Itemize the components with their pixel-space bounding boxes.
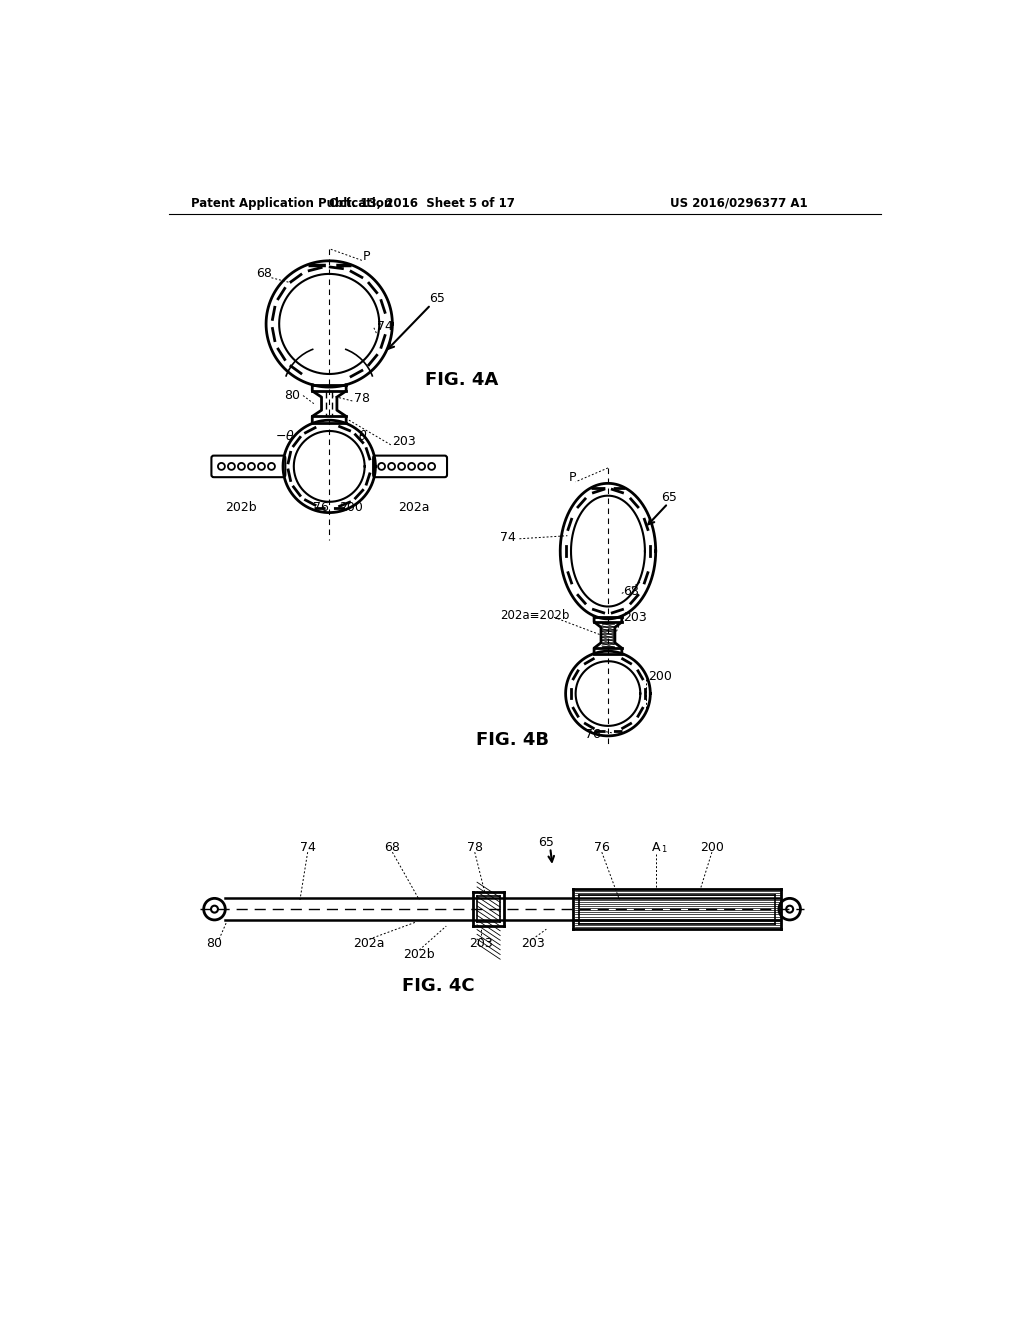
Text: 68: 68 [257,268,272,280]
Text: 76: 76 [312,500,329,513]
Text: 203: 203 [392,436,416,449]
Circle shape [779,899,801,920]
Text: Patent Application Publication: Patent Application Publication [190,197,392,210]
Text: 78: 78 [354,392,370,405]
Circle shape [258,463,265,470]
Circle shape [388,463,395,470]
Text: 74: 74 [501,531,516,544]
Circle shape [211,906,218,912]
Text: 200: 200 [339,500,362,513]
Circle shape [268,463,274,470]
Text: $\theta$: $\theta$ [358,429,368,442]
Text: 202a≡202b: 202a≡202b [500,609,569,622]
Text: FIG. 4A: FIG. 4A [425,371,499,389]
Circle shape [398,463,406,470]
Text: FIG. 4C: FIG. 4C [402,977,475,995]
Circle shape [409,463,415,470]
Text: 78: 78 [467,841,482,854]
Circle shape [238,463,245,470]
Text: 202b: 202b [403,948,435,961]
Circle shape [428,463,435,470]
Text: 65: 65 [662,491,678,504]
Text: P: P [568,471,577,484]
Text: 76: 76 [585,727,600,741]
Text: 1: 1 [660,845,666,854]
Text: Oct. 13, 2016  Sheet 5 of 17: Oct. 13, 2016 Sheet 5 of 17 [329,197,514,210]
FancyBboxPatch shape [373,455,447,478]
Text: 200: 200 [648,671,672,684]
Circle shape [228,463,234,470]
Circle shape [204,899,225,920]
Text: 203: 203 [520,937,545,950]
Circle shape [378,463,385,470]
Circle shape [786,906,794,912]
Text: 203: 203 [469,937,493,950]
Text: 74: 74 [377,319,393,333]
Text: 74: 74 [300,841,315,854]
Text: A: A [652,841,660,854]
Text: 65: 65 [539,836,554,849]
Text: 80: 80 [284,389,300,403]
Text: US 2016/0296377 A1: US 2016/0296377 A1 [670,197,807,210]
Text: P: P [364,249,371,263]
Text: 202a: 202a [398,500,430,513]
Text: 202b: 202b [225,500,256,513]
Circle shape [418,463,425,470]
Text: 200: 200 [700,841,724,854]
Circle shape [218,463,225,470]
Text: 65: 65 [429,292,445,305]
Circle shape [248,463,255,470]
Text: 202a: 202a [353,937,385,950]
Text: 80: 80 [206,937,222,950]
Text: 76: 76 [594,841,609,854]
Text: FIG. 4B: FIG. 4B [476,731,549,748]
Text: 68: 68 [384,841,400,854]
Text: 68: 68 [624,585,639,598]
FancyBboxPatch shape [211,455,286,478]
Text: $-\theta$: $-\theta$ [274,429,295,442]
Text: 203: 203 [624,611,647,624]
